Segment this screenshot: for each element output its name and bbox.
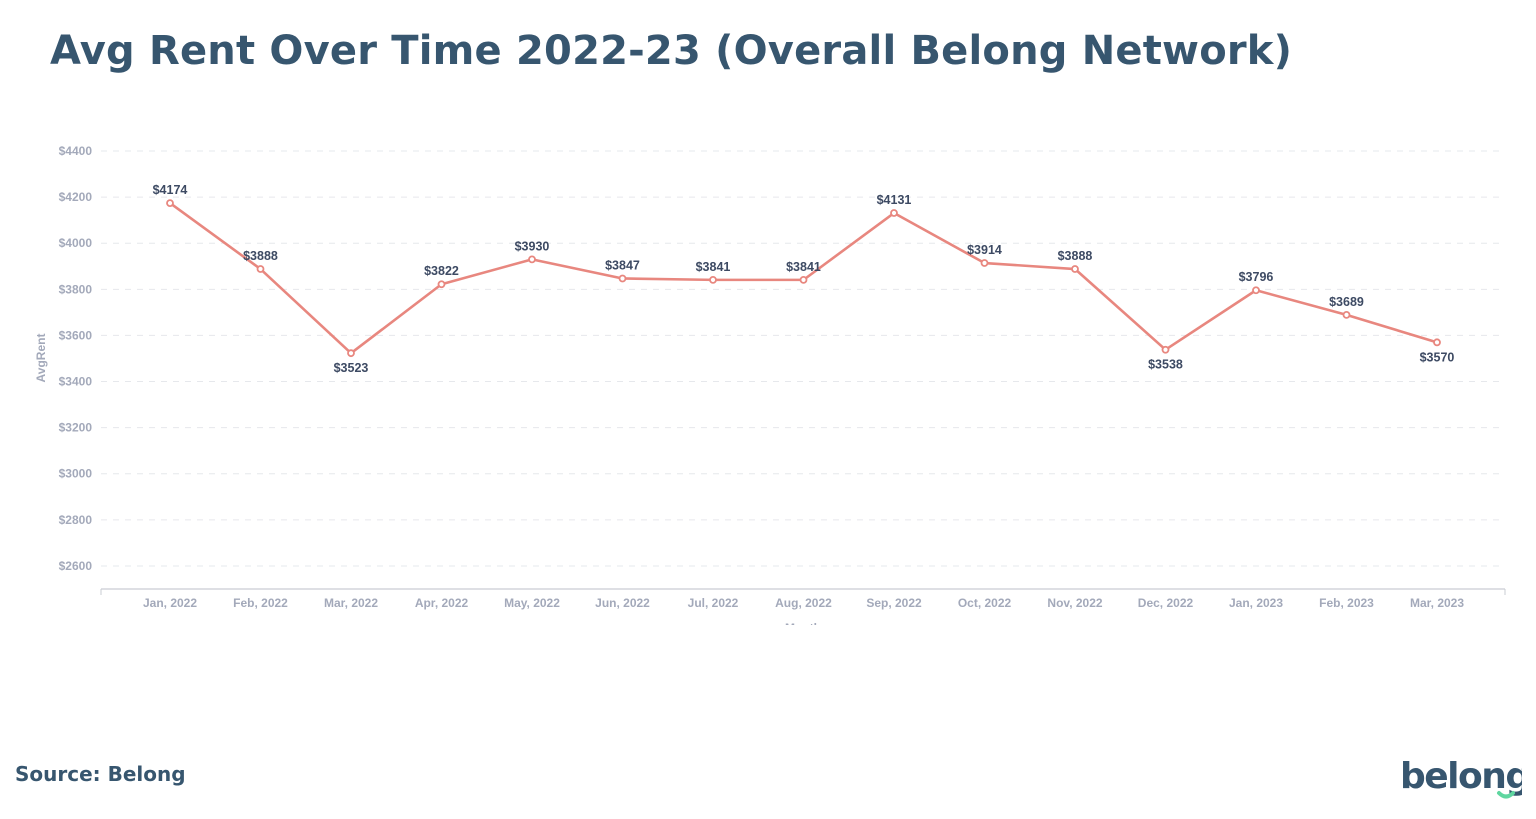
data-label: $3841 [696,260,731,274]
x-tick-label: Jun, 2022 [595,596,650,610]
data-label: $3888 [243,249,278,263]
y-tick-label: $4200 [59,190,93,204]
smile-icon [1497,791,1515,799]
grid-lines [101,150,1505,567]
data-label: $3930 [515,239,550,253]
data-label: $4131 [877,193,912,207]
data-label: $3523 [334,361,369,375]
x-tick-label: Jan, 2022 [143,596,197,610]
data-point [1342,311,1351,319]
belong-logo: belong [1400,756,1522,799]
data-point [347,349,355,358]
data-point [166,199,174,207]
data-label: $3796 [1239,270,1274,284]
x-tick-label: Mar, 2022 [324,596,378,610]
y-tick-label: $3400 [59,375,93,389]
data-label: $3822 [424,264,459,278]
data-label: $3841 [786,260,821,274]
data-point [890,209,898,217]
x-axis-label: Month [785,621,821,635]
x-tick-label: Sep, 2022 [866,596,922,610]
y-tick-label: $3800 [59,282,93,296]
x-tick-label: Aug, 2022 [775,596,832,610]
y-tick-label: $2600 [59,559,93,573]
source-note: Source: Belong [15,762,186,786]
x-tick-label: Jan, 2023 [1229,596,1283,610]
data-point [437,280,446,289]
data-label: $3914 [967,243,1002,257]
data-label: $4174 [153,183,188,197]
data-labels: $4174 $3888 $3523 $3822 $3930 $3847 $3841 $3841… [153,183,1455,375]
y-axis-label: AvgRent [34,334,48,383]
data-label: $3570 [1420,350,1455,364]
data-point [1071,265,1079,273]
y-tick-label: $3000 [59,467,93,481]
x-tick-label: Dec, 2022 [1138,596,1194,610]
y-tick-label: $4000 [59,236,93,250]
data-point [1433,338,1441,347]
y-tick-label: $2800 [59,513,93,527]
x-tick-label: Mar, 2023 [1410,596,1464,610]
data-point [1161,345,1170,354]
data-label: $3689 [1329,295,1364,309]
data-point [618,274,627,283]
x-axis-ticks: Jan, 2022 Feb, 2022 Mar, 2022 Apr, 2022 May,… [143,596,1464,610]
x-tick-label: Oct, 2022 [958,596,1012,610]
x-tick-label: Feb, 2022 [233,596,288,610]
y-tick-label: $3200 [59,421,93,435]
y-axis-ticks: $2600 $2800 $3000 $3200 $3400 $3600 $3800 $4000… [59,144,93,573]
data-points [166,199,1441,358]
data-label: $3888 [1058,249,1093,263]
data-point [980,259,989,267]
data-label: $3847 [605,258,640,272]
data-label: $3538 [1148,358,1183,372]
x-tick-label: May, 2022 [504,596,560,610]
data-point [528,255,536,264]
x-tick-label: Jul, 2022 [688,596,739,610]
svg-text:belong: belong [1400,756,1522,797]
page-title: Avg Rent Over Time 2022-23 (Overall Belo… [50,28,1293,74]
x-tick-label: Nov, 2022 [1047,596,1102,610]
line-chart: $2600 $2800 $3000 $3200 $3400 $3600 $3800 $4000… [34,144,1506,635]
x-tick-label: Feb, 2023 [1319,596,1374,610]
y-tick-label: $4400 [59,144,93,158]
data-point [709,275,717,284]
data-point [256,265,265,273]
data-point [1252,286,1260,295]
y-tick-label: $3600 [59,328,93,342]
x-tick-label: Apr, 2022 [415,596,469,610]
data-point [799,275,808,284]
